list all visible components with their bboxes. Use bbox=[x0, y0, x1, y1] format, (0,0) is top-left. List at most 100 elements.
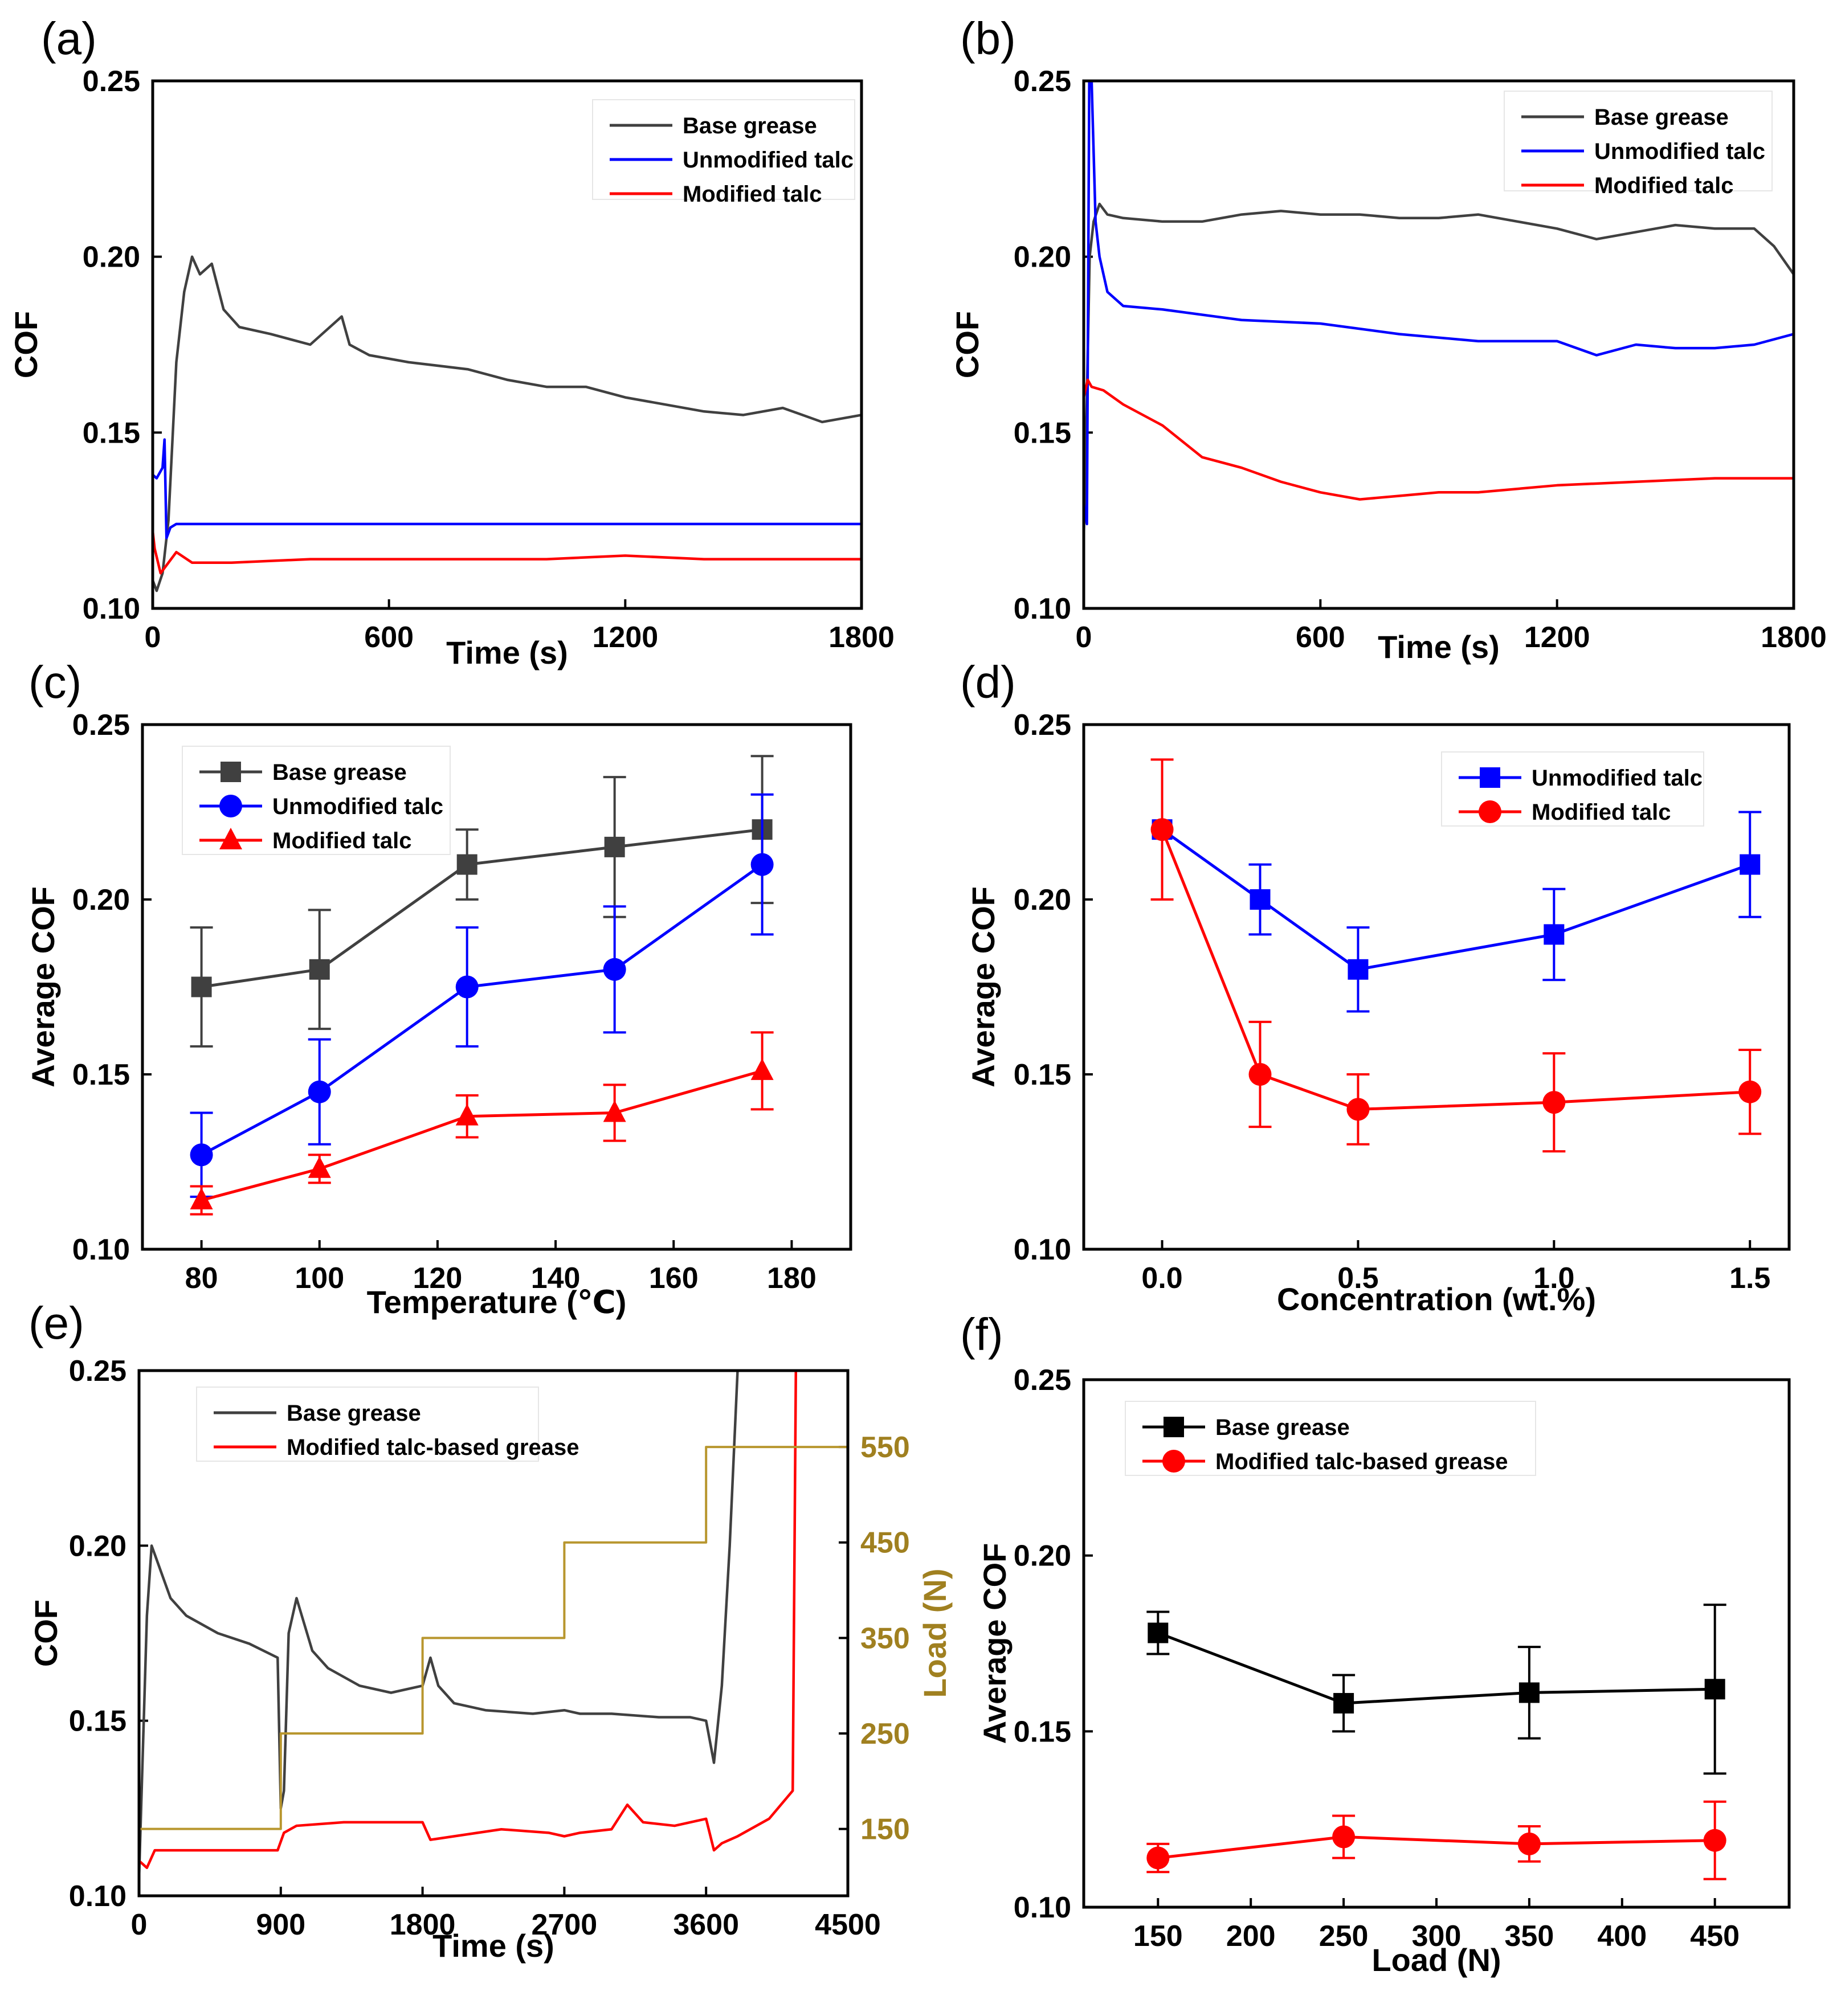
series-base-grease-line bbox=[153, 255, 862, 592]
legend: Base grease Unmodified talc Modified talc bbox=[182, 746, 451, 855]
series-unmodified-talc-point bbox=[1348, 959, 1369, 980]
plot-frame bbox=[1082, 723, 1791, 1251]
legend-label: Unmodified talc bbox=[1594, 139, 1765, 164]
legend-label: Base grease bbox=[1594, 105, 1729, 130]
y-tick-label: 0.25 bbox=[1014, 65, 1071, 98]
legend-label: Unmodified talc bbox=[1532, 766, 1703, 791]
plot-frame bbox=[151, 79, 863, 610]
x-axis-label: Load (N) bbox=[1371, 1942, 1501, 1978]
y-tick-label: 0.10 bbox=[1014, 592, 1071, 625]
legend: Base grease Modified talc-based grease bbox=[1125, 1401, 1536, 1476]
y-axis-label: Average COF bbox=[977, 1543, 1013, 1744]
x-tick-label: 160 bbox=[649, 1262, 699, 1295]
legend-marker bbox=[219, 828, 242, 849]
plot-area bbox=[1150, 758, 1762, 1153]
series-base-grease-line bbox=[1157, 1631, 1715, 1705]
x-tick-label: 0 bbox=[1076, 621, 1092, 654]
legend-label: Base grease bbox=[272, 760, 407, 785]
series-unmodified-talc-point bbox=[1250, 889, 1271, 910]
series-modified-talc-based-grease-point bbox=[1703, 1829, 1726, 1852]
x-tick-label: 120 bbox=[413, 1262, 463, 1295]
x-tick-label: 100 bbox=[295, 1262, 344, 1295]
legend-marker bbox=[1162, 1450, 1185, 1473]
y2-tick-label: 350 bbox=[860, 1622, 910, 1655]
x-axis-label: Time (s) bbox=[432, 1928, 554, 1964]
x-tick-label: 450 bbox=[1690, 1920, 1740, 1953]
legend-marker bbox=[1480, 767, 1500, 788]
y-tick-label: 0.20 bbox=[83, 241, 140, 274]
panel-label: (f) bbox=[960, 1309, 1003, 1360]
series-modified-talc-point bbox=[455, 1103, 479, 1126]
legend-label: Base grease bbox=[287, 1401, 421, 1426]
x-tick-label: 1200 bbox=[592, 621, 658, 654]
y-tick-label: 0.10 bbox=[72, 1233, 130, 1266]
legend: Base grease Modified talc-based grease bbox=[196, 1387, 579, 1462]
legend-label: Modified talc bbox=[1594, 173, 1733, 198]
plot-area bbox=[1084, 80, 1794, 538]
panel-c: (c) 80 100 120 140 160 180 0.10 0.15 0.20 0.25 Temp… bbox=[25, 657, 852, 1320]
panel-label: (c) bbox=[28, 657, 81, 708]
legend-marker bbox=[219, 795, 242, 817]
y-axis-label: COF bbox=[949, 311, 985, 378]
series-unmodified-talc-point bbox=[750, 853, 774, 876]
series-modified-talc-based-grease-point bbox=[1517, 1832, 1541, 1855]
series-base-grease-point bbox=[309, 959, 330, 980]
panel-a: (a) 0 600 1200 1800 0.10 0.15 0.20 0.25 Time (s) C… bbox=[8, 13, 895, 670]
y-axis-label: COF bbox=[8, 311, 44, 378]
series-unmodified-talc-point bbox=[190, 1143, 213, 1167]
y-tick-label: 0.25 bbox=[69, 1355, 126, 1388]
y-tick-label: 0.25 bbox=[72, 709, 130, 742]
y-tick-label: 0.20 bbox=[1014, 1540, 1071, 1573]
series-unmodified-talc-point bbox=[1544, 924, 1565, 945]
legend: Base grease Unmodified talc Modified talc bbox=[592, 99, 855, 207]
x-axis-label: Concentration (wt.%) bbox=[1277, 1281, 1596, 1317]
y-tick-label: 0.25 bbox=[83, 65, 140, 98]
series-unmodified-talc-point bbox=[603, 958, 626, 981]
series-modified-talc-point bbox=[190, 1188, 213, 1210]
series-base-grease-point bbox=[191, 976, 212, 997]
x-tick-label: 1.0 bbox=[1533, 1262, 1574, 1295]
x-tick-label: 80 bbox=[185, 1262, 218, 1295]
plot-area bbox=[153, 255, 862, 592]
y2-tick-label: 550 bbox=[860, 1431, 910, 1464]
y2-tick-label: 450 bbox=[860, 1527, 910, 1560]
y-tick-label: 0.10 bbox=[1014, 1233, 1071, 1266]
y-tick-label: 0.15 bbox=[83, 416, 140, 449]
panel-label: (d) bbox=[960, 657, 1016, 708]
series-base-grease-point bbox=[1148, 1622, 1169, 1643]
x-tick-label: 1.5 bbox=[1729, 1262, 1770, 1295]
y-tick-label: 0.15 bbox=[1014, 1715, 1071, 1748]
series-modified-talc-point bbox=[1248, 1063, 1272, 1086]
series-modified-talc-line bbox=[1161, 829, 1750, 1111]
x-tick-label: 400 bbox=[1597, 1920, 1647, 1953]
series-modified-talc-based-grease-line bbox=[139, 1369, 801, 1870]
y-tick-label: 0.10 bbox=[1014, 1891, 1071, 1924]
x-tick-label: 2700 bbox=[532, 1908, 598, 1941]
y2-tick-label: 150 bbox=[860, 1813, 910, 1846]
plot-frame bbox=[1082, 79, 1795, 610]
y-tick-label: 0.15 bbox=[1014, 1058, 1071, 1091]
y-tick-label: 0.15 bbox=[72, 1058, 130, 1091]
panel-label: (b) bbox=[960, 13, 1016, 64]
legend-label: Modified talc bbox=[1532, 800, 1671, 825]
panel-label: (e) bbox=[28, 1298, 84, 1348]
x-tick-label: 900 bbox=[256, 1908, 305, 1941]
series-modified-talc-point bbox=[1150, 818, 1174, 841]
plot-frame bbox=[137, 1369, 850, 1898]
series-modified-talc-point bbox=[750, 1058, 774, 1080]
series-unmodified-talc-point bbox=[1740, 854, 1761, 875]
legend-label: Base grease bbox=[683, 113, 817, 138]
y-tick-label: 0.25 bbox=[1014, 709, 1071, 742]
plot-area bbox=[1146, 1604, 1726, 1880]
x-axis-label: Time (s) bbox=[446, 635, 568, 670]
y-tick-label: 0.20 bbox=[69, 1530, 126, 1563]
x-tick-label: 4500 bbox=[815, 1908, 881, 1941]
series-modified-talc-based-grease-point bbox=[1146, 1846, 1170, 1870]
series-unmodified-talc-line bbox=[153, 438, 862, 539]
y-tick-label: 0.20 bbox=[1014, 884, 1071, 917]
series-modified-talc-based-grease-line bbox=[1158, 1835, 1715, 1860]
legend-marker bbox=[221, 762, 241, 782]
y-tick-label: 0.20 bbox=[1014, 241, 1071, 274]
x-tick-label: 250 bbox=[1319, 1920, 1369, 1953]
